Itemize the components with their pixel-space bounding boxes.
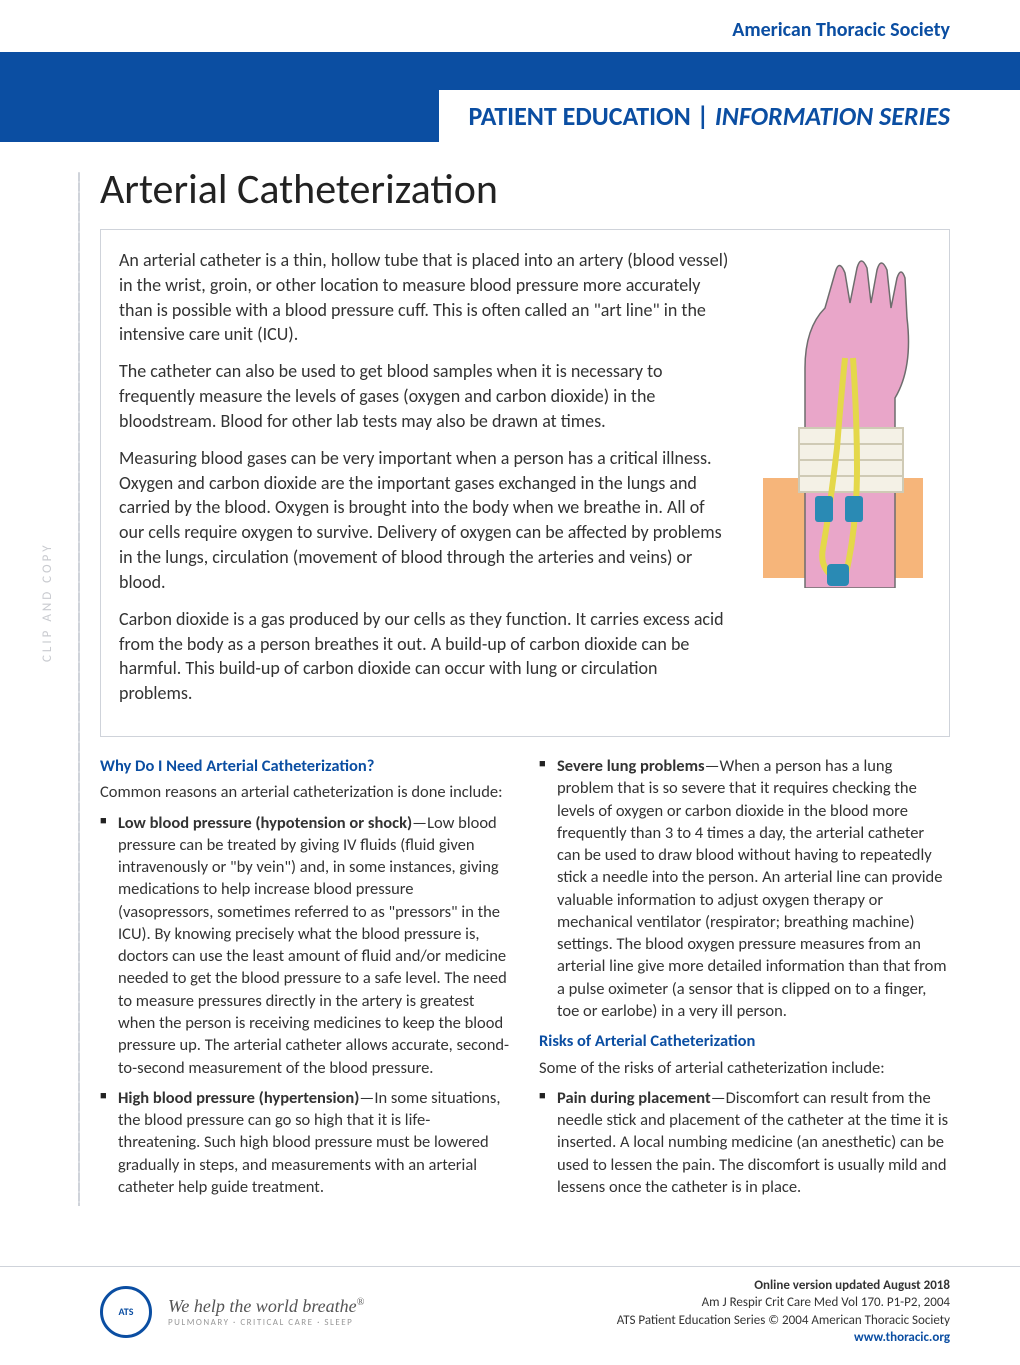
reason-low-bp-body: —Low blood pressure can be treated by gi… [118, 813, 509, 1078]
series-separator: | [691, 100, 715, 132]
footer-updated: Online version updated August 2018 [617, 1277, 950, 1295]
intro-box: An arterial catheter is a thin, hollow t… [100, 229, 950, 737]
reason-lung-lead: Severe lung problems [557, 756, 705, 776]
why-heading: Why Do I Need Arterial Catheterization? [100, 755, 511, 777]
footer: ATS We help the world breathe® PULMONARY… [0, 1266, 1020, 1365]
dotted-rail [78, 172, 80, 1206]
risk-pain-lead: Pain during placement [557, 1088, 711, 1108]
header-blue-bar: PATIENT EDUCATION | INFORMATION SERIES [0, 52, 1020, 142]
arterial-line-hand-illustration-icon [745, 248, 935, 588]
page-title: Arterial Catheterization [100, 164, 950, 215]
reason-low-bp-lead: Low blood pressure (hypotension or shock… [118, 813, 412, 833]
intro-p2: The catheter can also be used to get blo… [119, 359, 729, 433]
series-title: PATIENT EDUCATION | INFORMATION SERIES [439, 90, 1020, 142]
why-intro: Common reasons an arterial catheterizati… [100, 781, 511, 803]
reason-high-bp: High blood pressure (hypertension)—In so… [100, 1087, 511, 1198]
two-column-body: Why Do I Need Arterial Catheterization? … [100, 755, 950, 1206]
clip-and-copy-label: CLIP AND COPY [40, 542, 55, 662]
footer-copyright: ATS Patient Education Series © 2004 Amer… [617, 1312, 950, 1330]
footer-subline: PULMONARY · CRITICAL CARE · SLEEP [168, 1317, 364, 1328]
footer-citation: Am J Respir Crit Care Med Vol 170. P1-P2… [617, 1294, 950, 1312]
left-column: Why Do I Need Arterial Catheterization? … [100, 755, 511, 1206]
footer-url: www.thoracic.org [617, 1329, 950, 1347]
risks-heading: Risks of Arterial Catheterization [539, 1030, 950, 1052]
reason-lung-problems: Severe lung problems—When a person has a… [539, 755, 950, 1022]
footer-meta: Online version updated August 2018 Am J … [617, 1277, 950, 1347]
series-suffix: INFORMATION SERIES [715, 100, 950, 132]
registered-mark: ® [357, 1297, 365, 1308]
content: CLIP AND COPY Arterial Catheterization A… [0, 142, 1020, 1206]
risk-pain: Pain during placement—Discomfort can res… [539, 1087, 950, 1198]
reason-low-bp: Low blood pressure (hypotension or shock… [100, 812, 511, 1079]
risks-intro: Some of the risks of arterial catheteriz… [539, 1057, 950, 1079]
org-name: American Thoracic Society [0, 0, 1020, 52]
footer-tagline: We help the world breathe® PULMONARY · C… [168, 1296, 364, 1328]
intro-p4: Carbon dioxide is a gas produced by our … [119, 607, 729, 706]
reason-lung-body: —When a person has a lung problem that i… [557, 756, 947, 1021]
reason-high-bp-lead: High blood pressure (hypertension) [118, 1088, 359, 1108]
right-column: Severe lung problems—When a person has a… [539, 755, 950, 1206]
intro-p1: An arterial catheter is a thin, hollow t… [119, 248, 729, 347]
ats-logo-icon: ATS [100, 1286, 152, 1338]
intro-p3: Measuring blood gases can be very import… [119, 446, 729, 595]
footer-slogan: We help the world breathe [168, 1296, 357, 1316]
page: American Thoracic Society PATIENT EDUCAT… [0, 0, 1020, 1365]
series-prefix: PATIENT EDUCATION [469, 100, 691, 132]
